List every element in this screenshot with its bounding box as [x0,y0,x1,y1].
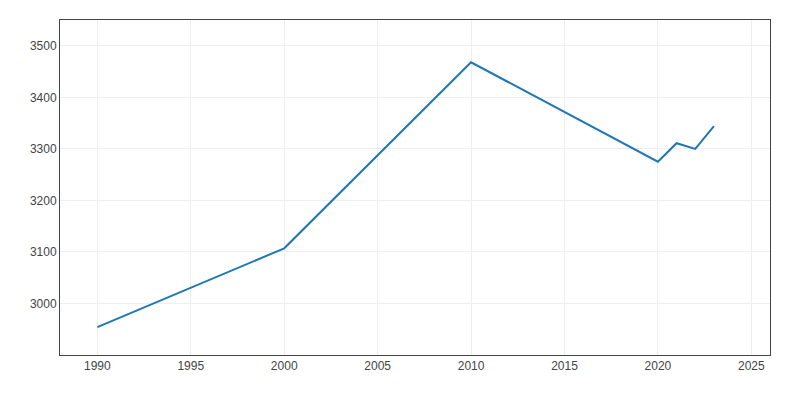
svg-text:3200: 3200 [30,194,57,208]
svg-text:3100: 3100 [30,245,57,259]
svg-text:2010: 2010 [458,359,485,373]
svg-text:3300: 3300 [30,142,57,156]
svg-text:3000: 3000 [30,297,57,311]
svg-text:2020: 2020 [645,359,672,373]
svg-text:2015: 2015 [551,359,578,373]
svg-text:2025: 2025 [738,359,765,373]
svg-text:2000: 2000 [271,359,298,373]
svg-text:1990: 1990 [84,359,111,373]
svg-text:3500: 3500 [30,39,57,53]
svg-text:2005: 2005 [364,359,391,373]
svg-text:1995: 1995 [177,359,204,373]
svg-text:3400: 3400 [30,91,57,105]
